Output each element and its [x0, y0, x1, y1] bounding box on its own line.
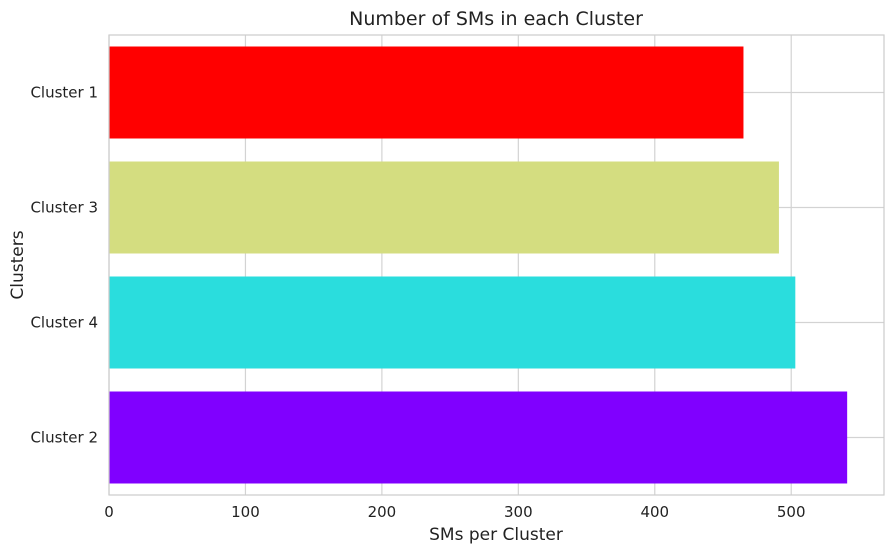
y-axis-label: Clusters — [8, 230, 28, 299]
x-tick-label: 200 — [368, 503, 397, 521]
bars — [109, 46, 848, 484]
x-tick-label: 300 — [504, 503, 533, 521]
bar-cluster-1 — [109, 46, 744, 139]
x-tick-label: 500 — [777, 503, 806, 521]
x-tick-labels: 0 100 200 300 400 500 — [104, 503, 805, 521]
x-tick-label: 0 — [104, 503, 114, 521]
bar-cluster-2 — [109, 391, 848, 484]
y-tick-label: Cluster 3 — [30, 199, 98, 217]
chart-title: Number of SMs in each Cluster — [349, 8, 643, 30]
y-tick-labels: Cluster 1 Cluster 3 Cluster 4 Cluster 2 — [30, 84, 98, 447]
y-tick-label: Cluster 4 — [30, 314, 98, 332]
y-tick-label: Cluster 1 — [30, 84, 98, 102]
x-tick-label: 100 — [231, 503, 260, 521]
x-axis-label: SMs per Cluster — [429, 525, 563, 545]
x-tick-label: 400 — [640, 503, 669, 521]
y-tick-label: Cluster 2 — [30, 429, 98, 447]
plot-frame — [108, 34, 885, 496]
bar-cluster-3 — [109, 161, 779, 254]
bar-cluster-4 — [109, 276, 796, 369]
